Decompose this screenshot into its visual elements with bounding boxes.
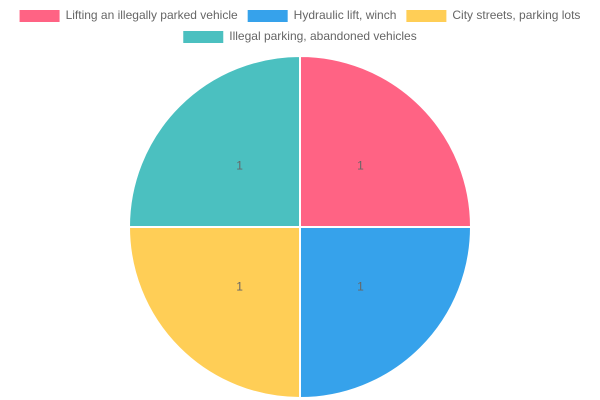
legend-swatch — [19, 10, 60, 22]
legend-label: City streets, parking lots — [452, 8, 580, 22]
data-label: 1 — [357, 280, 364, 294]
legend-item: Illegal parking, abandoned vehicles — [183, 29, 417, 43]
pie-slice — [127, 54, 301, 228]
pie-slice — [299, 54, 473, 228]
legend-item: Lifting an illegally parked vehicle — [19, 8, 238, 22]
data-label: 1 — [236, 280, 243, 294]
legend-label: Illegal parking, abandoned vehicles — [229, 29, 416, 43]
legend-swatch — [247, 10, 288, 22]
legend-item: City streets, parking lots — [406, 8, 580, 22]
legend-label: Lifting an illegally parked vehicle — [66, 8, 238, 22]
pie-slice — [299, 226, 473, 400]
data-label: 1 — [357, 159, 364, 173]
legend-swatch — [183, 31, 224, 43]
legend-label: Hydraulic lift, winch — [294, 8, 397, 22]
legend-swatch — [406, 10, 447, 22]
legend-item: Hydraulic lift, winch — [247, 8, 397, 22]
pie-slice — [127, 226, 301, 400]
data-label: 1 — [236, 159, 243, 173]
